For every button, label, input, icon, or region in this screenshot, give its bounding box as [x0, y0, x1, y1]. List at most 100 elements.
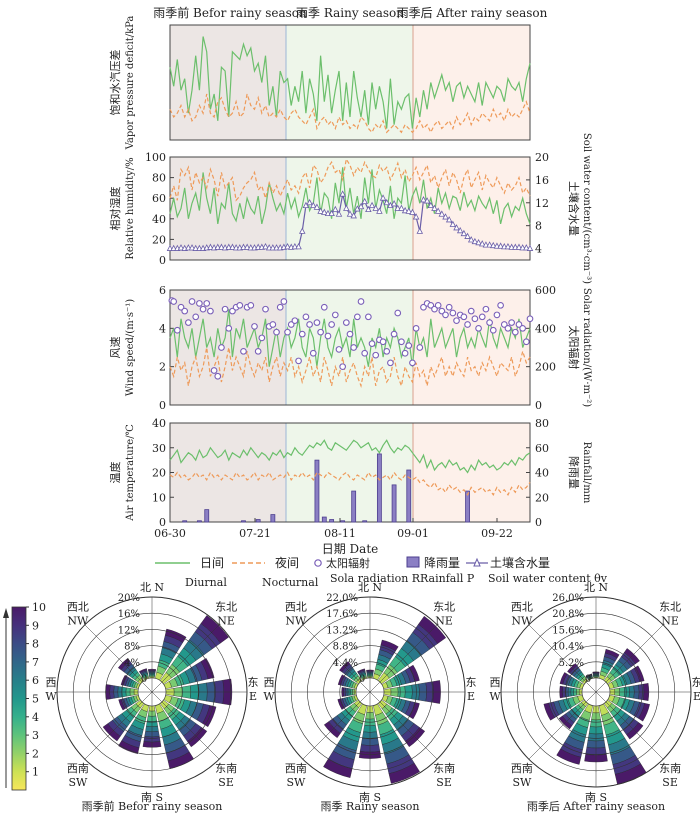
soil-marker: [328, 209, 335, 217]
rose-dir-nw-en: NW: [285, 614, 307, 627]
soil-marker: [376, 207, 383, 214]
rose-dir-e-cn: 东: [466, 676, 477, 689]
y-tick-label: 2: [159, 361, 166, 374]
radiation-point: [192, 313, 200, 321]
radiation-point: [522, 338, 530, 346]
radiation-point: [185, 319, 192, 326]
radiation-point: [383, 347, 391, 355]
y-tick-label: 0: [159, 516, 166, 529]
soil-marker: [416, 227, 424, 234]
x-tick-label: 09-22: [481, 527, 513, 540]
y-label-cn: 饱和水汽压差: [108, 50, 122, 116]
radiation-point: [442, 311, 449, 319]
soil-marker: [412, 213, 420, 220]
y-tick-label: 10: [152, 491, 166, 504]
rose-title: 雨季后 After rainy season: [527, 800, 665, 813]
rose-petal-segment: [614, 763, 647, 785]
legend-rainfall-en: Rainfall P: [420, 572, 475, 585]
radiation-point: [504, 324, 512, 332]
colorbar-rect: [11, 606, 27, 791]
radiation-point: [199, 305, 207, 313]
soil-marker: [490, 241, 497, 249]
rose-dir-se-cn: 东南: [215, 762, 237, 775]
series-diurnal-line: [169, 167, 531, 225]
rose-petal-segment: [638, 703, 650, 722]
y-tick-label: 20: [152, 467, 166, 480]
rose-ring-label: 15.6%: [552, 625, 584, 636]
rose-dir-se-en: SE: [662, 776, 678, 789]
rose-ring-label: 5.2%: [559, 658, 584, 669]
radiation-point: [398, 338, 405, 346]
soil-marker: [475, 238, 482, 246]
rose-petal-segment: [357, 668, 366, 673]
y2-tick-label: 20: [535, 491, 549, 504]
soil-marker: [243, 243, 251, 250]
rose-zero-label: 0: [141, 674, 147, 685]
y-tick-label: 100: [145, 151, 166, 164]
rose-dir-n: 北 N: [584, 581, 608, 594]
colorbar-tick-label: 6: [32, 674, 39, 687]
y-tick-label: 40: [152, 417, 166, 430]
radiation-point: [335, 346, 343, 353]
radiation-point: [170, 298, 178, 305]
rose-spoke: [302, 691, 371, 760]
series-nocturnal-line: [169, 93, 531, 134]
soil-marker: [177, 244, 185, 251]
radiation-point: [409, 359, 416, 367]
radiation-point: [251, 323, 258, 330]
y-label-en: Air temperature/℃: [125, 424, 136, 522]
colorbar-tick-label: 8: [32, 638, 39, 651]
rainfall-bar: [376, 453, 382, 523]
radiation-point: [467, 307, 475, 315]
rose-spoke: [595, 691, 664, 760]
rainfall-bar: [182, 520, 188, 523]
radiation-point: [449, 309, 457, 317]
soil-marker: [343, 204, 350, 211]
soil-marker: [350, 212, 357, 219]
soil-marker: [398, 204, 405, 211]
rose-spoke: [595, 624, 664, 693]
rose-dir-se-cn: 东南: [659, 762, 681, 775]
season-band-after: [412, 156, 531, 261]
rose-ring-label: 17.6%: [326, 609, 358, 620]
radiation-point: [210, 367, 218, 374]
y2-label-en: Soil water content/(cm³·cm⁻³): [581, 133, 592, 284]
y2-tick-label: 0: [535, 399, 542, 412]
soil-marker: [207, 243, 214, 250]
y2-tick-label: 60: [535, 442, 549, 455]
rose-dir-se-en: SE: [436, 776, 452, 789]
rose-petal-segment: [408, 664, 420, 682]
radiation-point: [317, 328, 324, 336]
colorbar-tick-label: 5: [32, 693, 39, 706]
soil-marker: [339, 190, 346, 197]
soil-marker: [523, 244, 530, 251]
soil-marker: [526, 244, 534, 251]
panel-frame: [169, 156, 531, 261]
radiation-point: [390, 330, 398, 338]
season-band-rainy: [285, 156, 414, 261]
colorbar-tick-label: 9: [32, 619, 39, 632]
legend-soil-cn: 土壤含水量: [490, 555, 550, 570]
legend-soil-en: Soil water content θv: [488, 572, 608, 585]
y-label-en: Wind speed/(m·s⁻¹): [125, 299, 136, 396]
x-tick-label: 08-11: [324, 527, 356, 540]
rose-dir-w-cn: 西: [46, 676, 57, 689]
rose-spoke: [151, 691, 220, 760]
legend-radiation-en: Sola radiation R: [330, 572, 421, 585]
radiation-point: [280, 298, 288, 305]
radiation-point: [365, 313, 372, 321]
rose-spoke: [84, 691, 153, 760]
rose-dir-e-cn: 东: [248, 676, 259, 689]
rose-spoke: [151, 624, 220, 693]
rose-petal-segment: [118, 698, 126, 711]
rose-dir-nw-cn: 西北: [511, 600, 533, 613]
season-band-before: [169, 24, 287, 141]
rose-dir-s: 南 S: [585, 791, 607, 804]
rose-dir-w-cn: 西: [264, 676, 275, 689]
radiation-point: [218, 344, 225, 351]
y-tick-label: 0: [159, 399, 166, 412]
rose-dir-nw-en: NW: [67, 614, 89, 627]
soil-marker: [409, 208, 416, 215]
radiation-point: [405, 342, 413, 349]
